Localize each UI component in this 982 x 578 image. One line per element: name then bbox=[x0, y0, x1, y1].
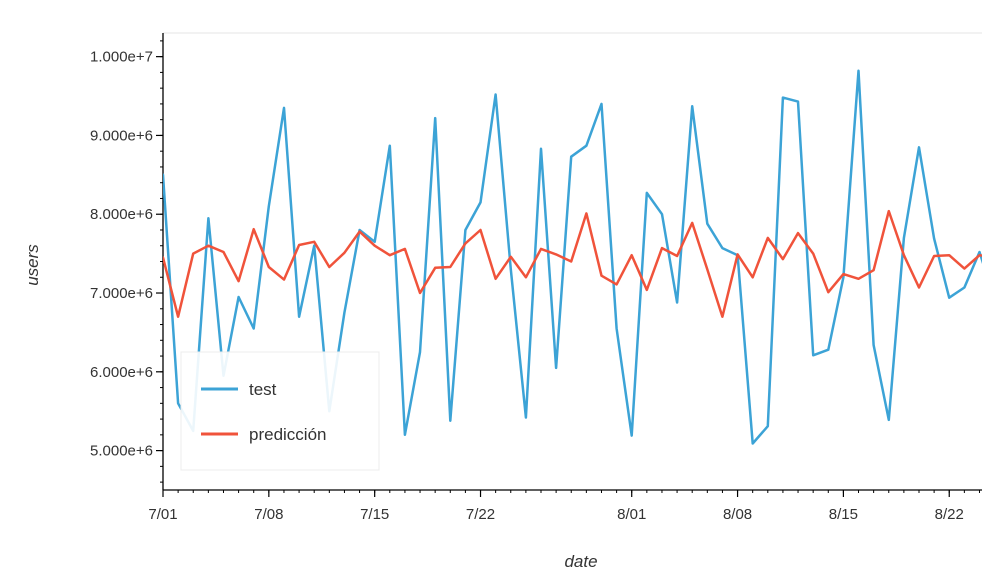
y-tick-label: 6.000e+6 bbox=[90, 364, 153, 381]
series-line-prediction bbox=[163, 209, 982, 318]
y-tick-label: 9.000e+6 bbox=[90, 127, 153, 144]
x-tick-label: 8/22 bbox=[935, 506, 964, 523]
legend[interactable]: test predicción bbox=[180, 351, 380, 471]
x-axis-label: date bbox=[564, 552, 597, 571]
y-tick-label: 7.000e+6 bbox=[90, 285, 153, 302]
y-axis-label: users bbox=[23, 244, 42, 286]
x-tick-label: 7/08 bbox=[254, 506, 283, 523]
x-tick-label: 8/08 bbox=[723, 506, 752, 523]
plot-area: 5.000e+6 6.000e+6 7.000e+6 8.000e+6 9.000e+6… bbox=[90, 32, 982, 523]
y-tick-label: 1.000e+7 bbox=[90, 49, 153, 66]
x-tick-label: 7/22 bbox=[466, 506, 495, 523]
y-tick-label: 5.000e+6 bbox=[90, 443, 153, 460]
series-line-test bbox=[163, 69, 982, 445]
x-tick-label: 8/01 bbox=[617, 506, 646, 523]
series-group bbox=[163, 69, 982, 445]
x-tick-label: 7/15 bbox=[360, 506, 389, 523]
legend-label-test: test bbox=[249, 380, 277, 399]
x-tick-label: 7/01 bbox=[148, 506, 177, 523]
y-tick-label: 8.000e+6 bbox=[90, 206, 153, 223]
x-tick-label: 8/15 bbox=[829, 506, 858, 523]
legend-label-prediction: predicción bbox=[249, 425, 327, 444]
legend-box bbox=[180, 351, 380, 471]
